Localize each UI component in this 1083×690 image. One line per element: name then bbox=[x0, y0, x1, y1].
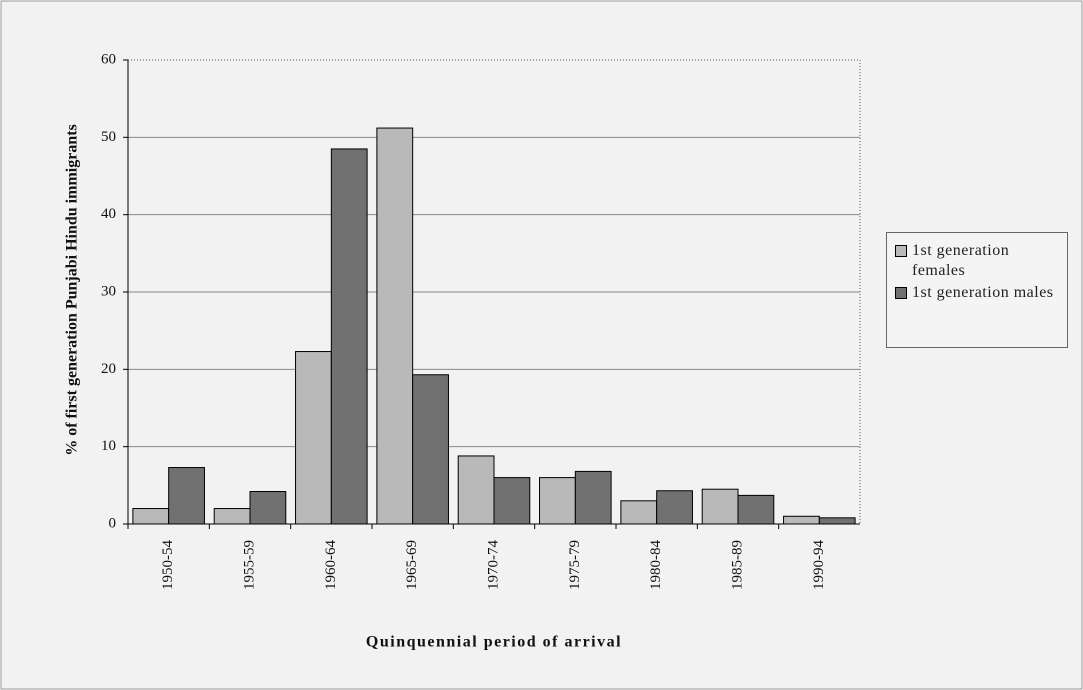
legend: 1st generation females 1st generation mal… bbox=[886, 232, 1068, 348]
bar bbox=[330, 148, 368, 525]
x-tick-label: 1970-74 bbox=[485, 540, 501, 590]
x-tick-label: 1980-84 bbox=[648, 540, 664, 590]
x-tick-label: 1965-69 bbox=[404, 540, 420, 590]
legend-label: 1st generation females bbox=[912, 242, 1010, 279]
bar bbox=[701, 488, 739, 525]
bar bbox=[620, 500, 658, 525]
bar bbox=[493, 477, 531, 525]
bar bbox=[737, 494, 775, 525]
bar bbox=[295, 351, 332, 525]
bar bbox=[132, 508, 170, 525]
y-axis-title: % of first generation Punjabi Hindu immi… bbox=[64, 124, 81, 456]
x-tick-label: 1955-59 bbox=[241, 540, 257, 590]
legend-swatch bbox=[895, 245, 907, 257]
x-tick-label: 1975-79 bbox=[567, 540, 583, 590]
x-tick-label: 1960-64 bbox=[323, 540, 339, 590]
bar bbox=[818, 517, 856, 525]
bar bbox=[249, 491, 287, 525]
bar bbox=[213, 508, 251, 525]
bar bbox=[376, 127, 414, 525]
legend-item: 1st generation females bbox=[895, 241, 1059, 281]
legend-item: 1st generation males bbox=[895, 283, 1059, 303]
y-tick-label: 20 bbox=[101, 361, 116, 377]
bar bbox=[539, 477, 576, 525]
bar bbox=[574, 470, 612, 525]
legend-label: 1st generation males bbox=[912, 284, 1054, 301]
bar bbox=[656, 490, 693, 525]
y-tick-label: 50 bbox=[101, 129, 116, 145]
bar bbox=[168, 467, 205, 525]
x-tick-label: 1985-89 bbox=[729, 540, 745, 590]
bar bbox=[412, 374, 449, 525]
y-tick-label: 0 bbox=[109, 515, 117, 531]
bar bbox=[457, 455, 495, 525]
x-tick-label: 1950-54 bbox=[160, 540, 176, 590]
y-tick-label: 10 bbox=[101, 438, 116, 454]
x-tick-label: 1990-94 bbox=[811, 540, 827, 590]
bar bbox=[783, 515, 820, 525]
y-tick-label: 30 bbox=[101, 283, 116, 299]
y-tick-label: 40 bbox=[101, 206, 116, 222]
y-tick-label: 60 bbox=[101, 51, 116, 67]
x-axis-title: Quinquennial period of arrival bbox=[366, 634, 622, 651]
legend-swatch bbox=[895, 287, 907, 299]
